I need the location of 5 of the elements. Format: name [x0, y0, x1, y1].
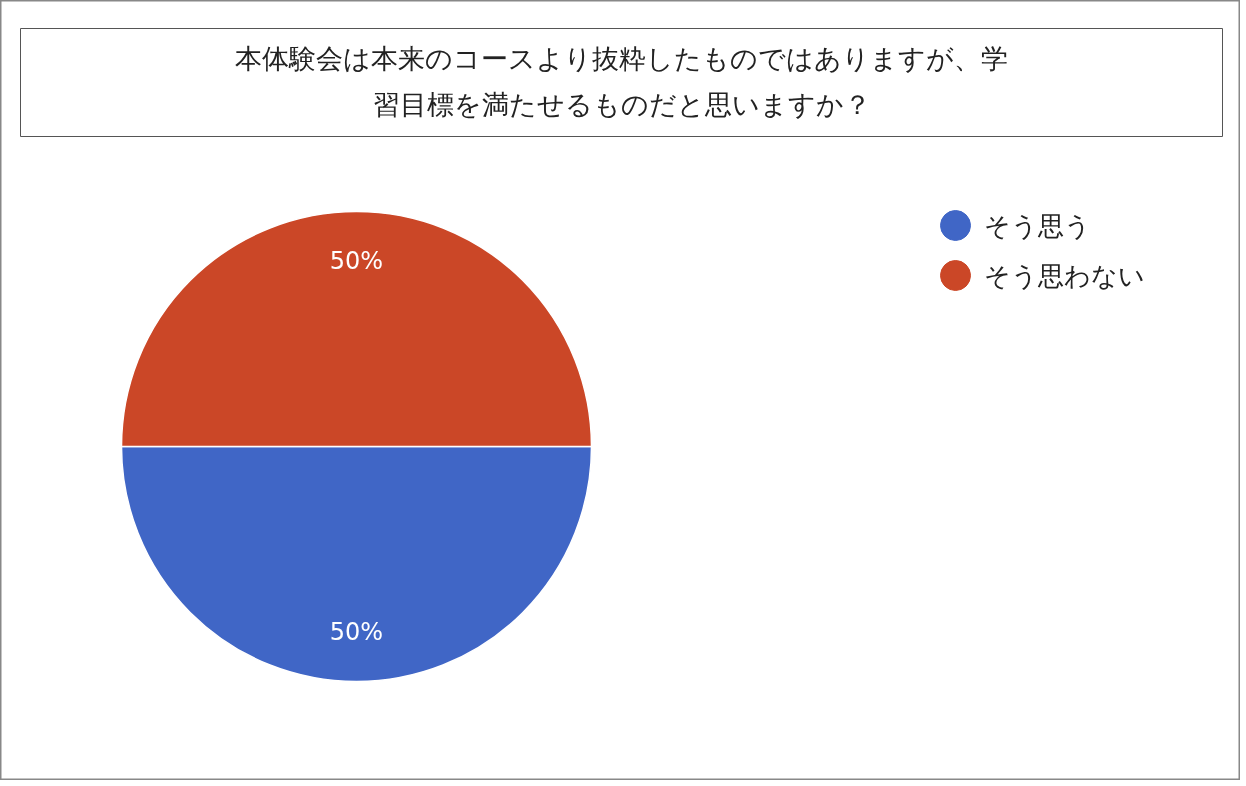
legend-label: そう思う [983, 210, 1091, 241]
chart-title: 本体験会は本来のコースより抜粋したものではありますが、学習目標を満たせるものだと思いますか？ [235, 43, 1008, 120]
data-label: 50% [329, 618, 384, 647]
data-label: 50% [329, 246, 384, 275]
legend-label: そう思わない [983, 260, 1145, 291]
